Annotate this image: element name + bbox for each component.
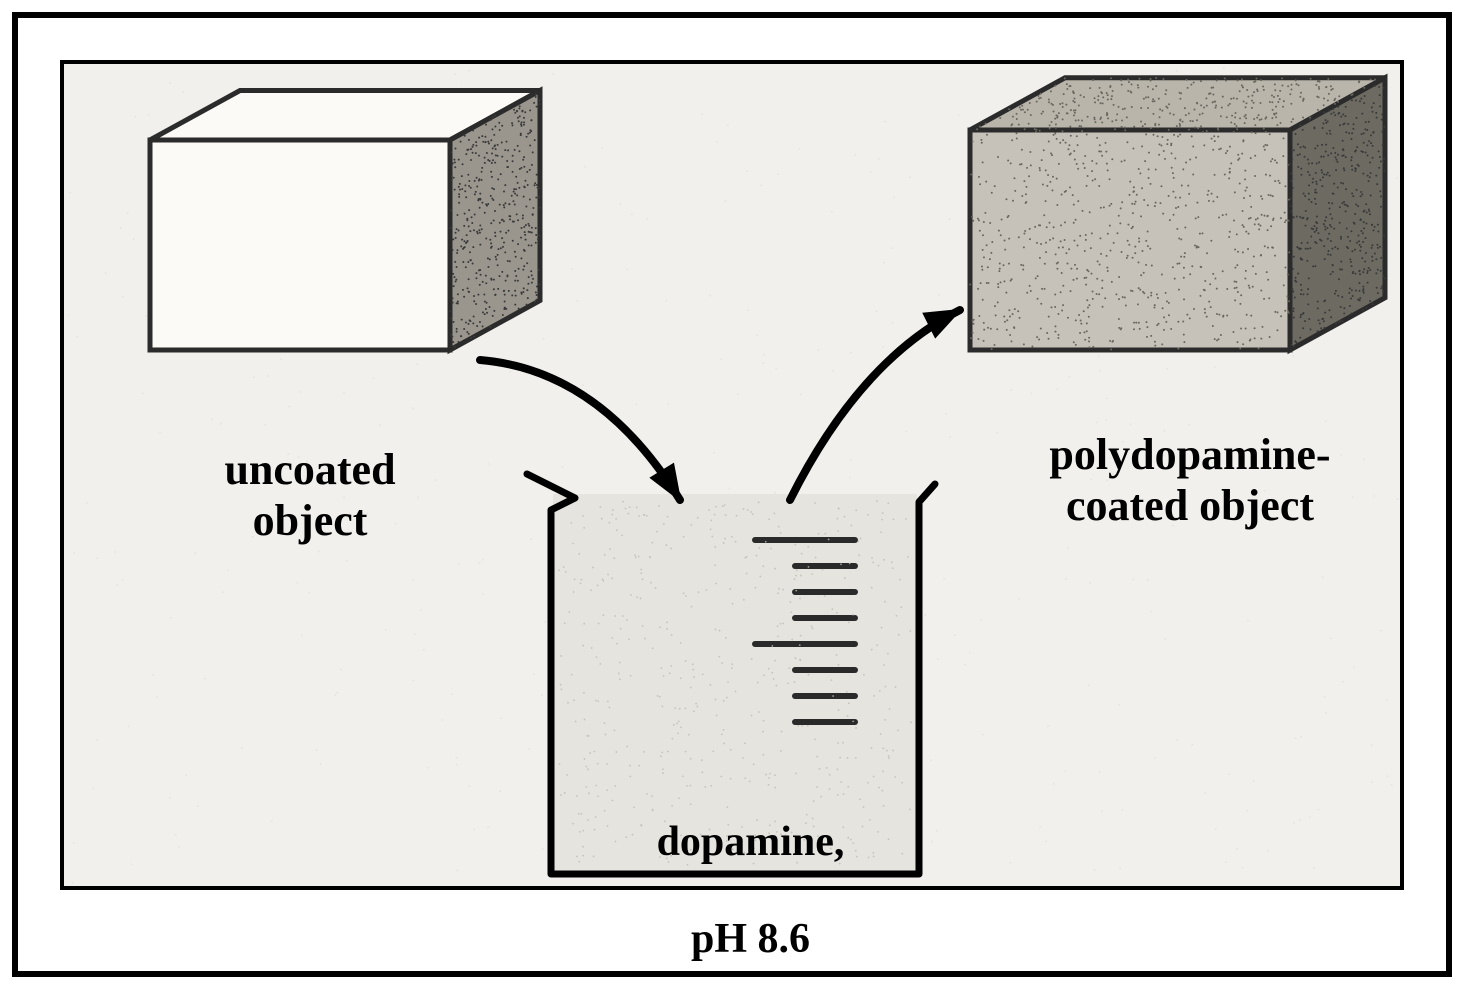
label-beaker-line1: dopamine, xyxy=(657,819,845,865)
label-coated: polydopamine- coated object xyxy=(960,430,1420,531)
cube-coated xyxy=(969,77,1386,351)
label-beaker: dopamine, pH 8.6 xyxy=(570,770,910,963)
cube-uncoated xyxy=(150,91,541,351)
arrow-out-of-beaker xyxy=(790,310,960,500)
label-uncoated: uncoated object xyxy=(130,445,490,546)
label-beaker-line2: pH 8.6 xyxy=(691,916,810,962)
arrow-into-beaker xyxy=(480,360,680,500)
